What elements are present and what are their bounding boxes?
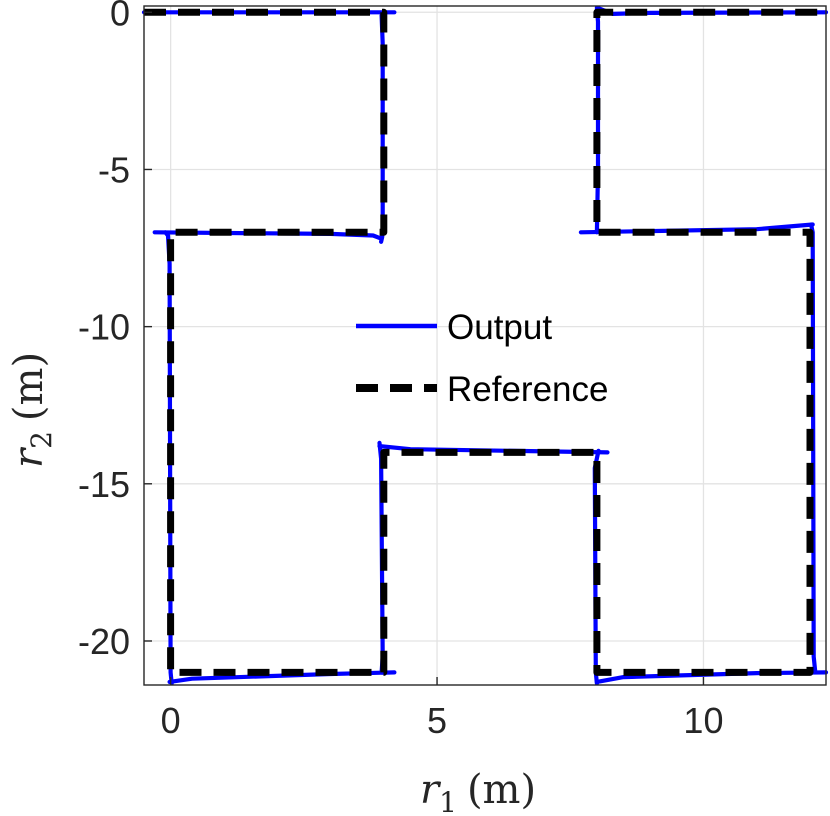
y-tick-label: -15 (78, 464, 130, 505)
axes-box (143, 5, 827, 686)
x-axis-unit: (m) (467, 767, 536, 813)
legend-label-output: Output (447, 308, 552, 347)
y-tick-label: -5 (98, 149, 130, 190)
x-axis-variable: r (420, 767, 442, 813)
tick-layer: 0 5 10 0 -5 -10 -15 -20 (78, 0, 724, 741)
legend-label-reference: Reference (447, 370, 608, 409)
x-tick-label: 0 (161, 700, 181, 741)
y-tick-label: -10 (78, 307, 130, 348)
x-tick-label: 10 (683, 700, 723, 741)
y-tick-label: -20 (78, 621, 130, 662)
x-axis-label: r1 (m) (420, 767, 536, 816)
series-layer (141, 5, 829, 686)
legend: Output Reference (356, 308, 608, 409)
y-tick-label: 0 (110, 0, 130, 33)
y-axis-variable: r (6, 446, 52, 468)
series-output-line (163, 230, 174, 686)
series-output-line (594, 670, 829, 685)
svg-text:r2(m): r2 (m) (6, 352, 58, 468)
x-axis-subscript: 1 (439, 786, 457, 816)
y-axis-unit: (m) (6, 352, 52, 421)
series-reference-line (144, 8, 826, 676)
y-axis-subscript: 2 (25, 431, 58, 449)
x-tick-label: 5 (427, 700, 447, 741)
y-axis-label: r2 (m) (6, 352, 58, 468)
svg-text:r1(m): r1 (m) (420, 767, 536, 816)
